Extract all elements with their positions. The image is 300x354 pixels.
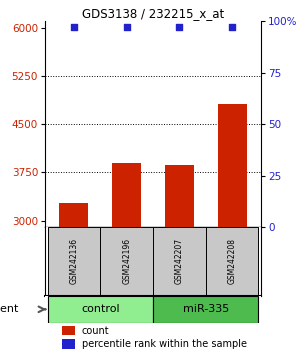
Text: count: count [82, 326, 109, 336]
Bar [59, 202, 88, 227]
Bar [100, 227, 153, 296]
Text: percentile rank within the sample: percentile rank within the sample [82, 339, 247, 349]
Bar [48, 227, 100, 296]
Bar [153, 296, 258, 323]
Text: GSM242208: GSM242208 [227, 238, 236, 284]
Bar [165, 165, 194, 227]
Bar [62, 326, 75, 335]
Point [230, 24, 234, 30]
Point [177, 24, 182, 30]
Point [124, 24, 129, 30]
Point [72, 24, 76, 30]
Bar [62, 339, 75, 349]
Bar [153, 227, 206, 296]
Text: GSM242136: GSM242136 [70, 238, 79, 284]
Bar [206, 227, 258, 296]
Bar [218, 103, 247, 227]
Text: control: control [81, 304, 120, 314]
Bar [112, 163, 141, 227]
Bar [48, 296, 153, 323]
Text: GSM242196: GSM242196 [122, 238, 131, 284]
Text: miR-335: miR-335 [183, 304, 229, 314]
Title: GDS3138 / 232215_x_at: GDS3138 / 232215_x_at [82, 7, 224, 20]
Text: GSM242207: GSM242207 [175, 238, 184, 284]
Text: agent: agent [0, 304, 19, 314]
